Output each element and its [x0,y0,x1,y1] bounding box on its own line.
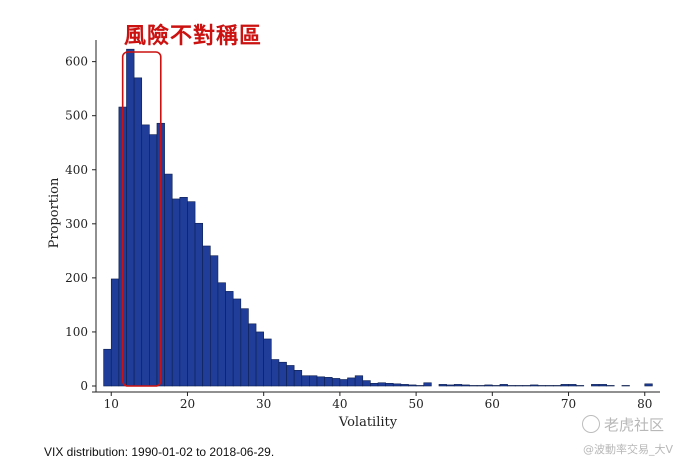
brand-logo-icon [582,414,600,433]
y-axis-title: Proportion [47,177,62,248]
y-tick-label: 600 [65,55,88,69]
histogram-bar [217,282,226,387]
histogram-bar [560,384,569,387]
risk-asymmetry-highlight-box [121,51,162,387]
y-tick-label: 500 [65,109,88,123]
histogram-bar [446,384,455,387]
histogram-bar [385,382,394,387]
histogram-bar [354,375,364,387]
y-tick-label: 400 [65,163,88,177]
histogram-bar [339,379,348,387]
x-tick-label: 70 [561,397,576,411]
risk-asymmetry-label: 風險不對稱區 [124,24,263,49]
histogram-bar [179,197,188,387]
histogram-bar [255,331,264,387]
histogram-bar [103,348,112,387]
histogram-bar [324,377,333,387]
histogram-bar [210,255,219,387]
histogram-bar [225,291,234,387]
histogram-bar [469,385,478,387]
x-tick-label: 20 [180,397,195,411]
x-tick-label: 10 [104,397,119,411]
histogram-bar [362,380,371,387]
histogram-bar [316,376,325,387]
histogram-bar [476,385,486,387]
histogram-bar [370,382,379,387]
histogram-bar [644,383,653,387]
y-tick-label: 100 [65,325,88,339]
y-tick-label: 0 [80,379,88,393]
histogram-bar [400,384,409,387]
histogram-bar [499,384,508,387]
x-tick-label: 60 [485,397,500,411]
histogram-bar [331,378,341,387]
histogram-bar [514,385,524,387]
histogram-bar [293,370,303,387]
histogram-bar [126,48,135,387]
histogram-bar [286,365,295,387]
histogram-bar [492,385,501,387]
y-tick-label: 200 [65,271,88,285]
histogram-bar [484,384,493,387]
histogram-bar [278,361,287,387]
histogram-bar [133,77,143,387]
histogram-bar [415,385,425,387]
histogram-bar [240,308,249,387]
vix-histogram-chart: 0 100 200 300 400 500 600 10 20 30 40 50 60 70 80 Volat… [47,40,660,430]
histogram-bar [202,245,211,387]
histogram-bar [461,384,470,387]
histogram-bar [232,298,242,387]
histogram-bar [591,384,600,387]
x-axis-title: Volatility [338,415,398,430]
x-tick-label: 40 [332,397,347,411]
histogram-bar [453,384,463,387]
histogram-bar [522,385,531,387]
histogram-bar [545,385,554,387]
histogram-bar [347,377,356,387]
histogram-bar [110,278,120,387]
histogram-bar [248,323,257,387]
histogram-bar [270,359,280,387]
histogram-bar [598,384,607,387]
histogram-bar [309,375,318,387]
histogram-bar [552,385,562,387]
histogram-bar [164,173,173,387]
histogram-bar [621,385,630,387]
histogram-bar [568,384,577,387]
histogram-bar [263,338,272,387]
histogram-bar [507,385,516,387]
x-tick-label: 50 [408,397,423,411]
histogram-bar [575,385,585,387]
histogram-bar [149,134,158,387]
histogram-bar [423,382,432,387]
histogram-bar [392,383,402,387]
histogram-bar [194,222,204,387]
histogram-bar [171,198,181,387]
histogram-bar [530,384,539,387]
histogram-bar [141,124,150,387]
histogram-bar [408,384,417,387]
histogram-bar [301,375,310,387]
figure-caption: VIX distribution: 1990-01-02 to 2018-06-… [44,445,275,459]
histogram-bar [606,385,615,387]
histogram-bar [537,385,546,387]
histogram-bar [438,384,447,387]
watermark-brand: 老虎社区 [582,414,664,435]
histogram-bar [187,201,196,387]
y-tick-label: 300 [65,217,88,231]
x-tick-label: 30 [256,397,271,411]
histogram-bar [377,382,386,387]
x-tick-label: 80 [637,397,652,411]
watermark-handle: @波動率交易_大V [583,443,674,456]
watermark-brand-text: 老虎社区 [604,416,665,434]
